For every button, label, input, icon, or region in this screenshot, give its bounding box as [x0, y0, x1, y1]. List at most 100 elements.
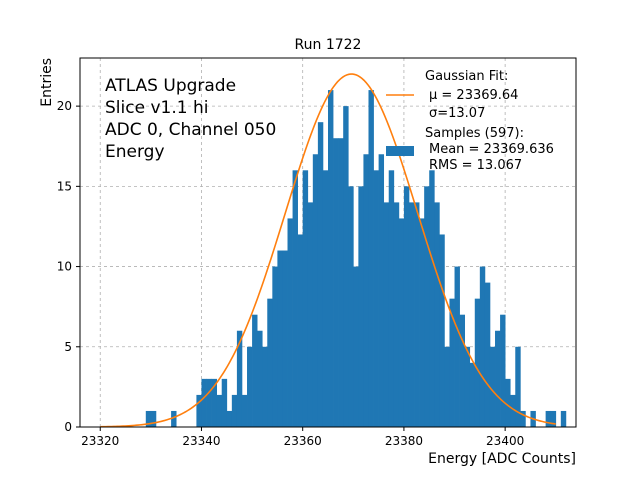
histogram-bar [393, 202, 400, 427]
histogram-bar [479, 266, 486, 427]
x-tick-label-1: 23340 [182, 434, 220, 448]
plot-frame [79, 57, 577, 428]
histogram-bar [307, 202, 314, 427]
histogram-bar [236, 330, 243, 427]
legend-samples-title: Samples (597): [425, 126, 524, 141]
histogram-bar [500, 314, 506, 427]
histogram-bar [216, 394, 223, 427]
histogram-bar [145, 410, 152, 427]
histogram-bar [505, 378, 511, 427]
histogram-bar [403, 186, 410, 427]
histogram-bar [368, 90, 374, 427]
histogram-bar [545, 410, 552, 427]
histogram-bar [171, 410, 177, 427]
histogram-bar [560, 410, 567, 427]
x-tick-label-0: 23320 [81, 434, 119, 448]
histogram-bar [388, 170, 395, 427]
histogram-bar [322, 170, 329, 427]
histogram-bar [419, 218, 425, 427]
legend-fit-title: Gaussian Fit: [425, 69, 508, 84]
histogram-bar [429, 170, 435, 427]
histogram-bar [474, 298, 481, 427]
histogram-bar [292, 170, 298, 427]
legend: Gaussian Fit: μ = 23369.64 σ=13.07 Sampl… [386, 69, 554, 173]
legend-fit-sigma: σ=13.07 [429, 106, 485, 121]
histogram-bar [348, 186, 354, 427]
histogram-bar [464, 346, 471, 427]
x-axis-ticks: 23320 23340 23360 23380 23400 [81, 427, 524, 448]
histogram-bar [277, 250, 283, 427]
histogram-bar [439, 234, 445, 427]
histogram-bar [201, 378, 207, 427]
histogram-bar [434, 202, 440, 427]
histogram-bar [302, 170, 309, 427]
histogram-bar [252, 314, 258, 427]
histogram-bar [211, 378, 218, 427]
y-tick-label-4: 20 [57, 99, 72, 113]
histogram-bar [408, 202, 415, 427]
histogram-bar [231, 394, 238, 427]
y-axis-label: Entries [39, 58, 55, 107]
histogram-bar [267, 298, 273, 427]
histogram-bar [484, 282, 491, 427]
histogram-bar [520, 410, 526, 427]
histogram-bar [459, 314, 466, 427]
histogram-bar [424, 186, 430, 427]
histogram-bar [358, 186, 364, 427]
legend-bar-swatch [386, 146, 414, 156]
histogram-bar [515, 346, 521, 427]
y-tick-label-3: 15 [57, 179, 72, 193]
legend-samples-rms: RMS = 13.067 [429, 158, 522, 173]
histogram-bar [328, 90, 334, 427]
histogram-bar [317, 122, 324, 427]
histogram-bar [373, 170, 379, 427]
legend-samples-mean: Mean = 23369.636 [429, 142, 554, 157]
histogram-bar [550, 410, 557, 427]
y-axis-ticks: 0 5 10 15 20 [57, 99, 80, 434]
histogram-bar [444, 346, 450, 427]
histogram-bar [312, 154, 319, 427]
histogram-bar [247, 346, 253, 427]
histogram-bar [196, 394, 202, 427]
annotation-line-4: Energy [105, 142, 165, 162]
histogram-bar [363, 154, 369, 427]
annotation-line-2: Slice v1.1 hi [105, 98, 208, 118]
histogram-bar [338, 138, 344, 427]
histogram-bar [398, 218, 405, 427]
histogram-bar [150, 410, 157, 427]
histogram-bar [206, 378, 212, 427]
annotation-line-1: ATLAS Upgrade [105, 76, 236, 96]
histogram-bar [353, 266, 359, 427]
histogram-bar [282, 250, 288, 427]
histogram-bar [262, 346, 268, 427]
gaussian-fit [100, 73, 556, 428]
histogram-bar [257, 330, 263, 427]
histogram-bar [469, 362, 476, 427]
histogram-bar [489, 346, 496, 427]
histogram-bar [495, 330, 501, 427]
histogram-bar [510, 394, 516, 427]
chart-title: Run 1722 [295, 37, 362, 53]
histogram-bar [449, 298, 455, 427]
histogram-bar [272, 266, 278, 427]
y-tick-label-2: 10 [57, 260, 72, 274]
y-tick-label-0: 0 [64, 420, 72, 434]
gaussian-fit-line [100, 73, 556, 428]
histogram-bars [145, 90, 567, 427]
histogram-bar [297, 234, 304, 427]
histogram-bar [383, 202, 390, 427]
legend-fit-mu: μ = 23369.64 [429, 88, 518, 103]
histogram-bar [414, 202, 420, 427]
histogram-bar [343, 106, 349, 427]
histogram-bar [287, 218, 293, 427]
histogram-bar [454, 266, 460, 427]
y-tick-label-1: 5 [64, 340, 72, 354]
histogram-bar [241, 394, 248, 427]
annotation-line-3: ADC 0, Channel 050 [105, 120, 276, 140]
histogram-bar [226, 410, 233, 427]
annotation-block: ATLAS Upgrade Slice v1.1 hi ADC 0, Chann… [105, 76, 276, 162]
x-axis-label: Energy [ADC Counts] [428, 451, 576, 467]
histogram-bar [221, 378, 228, 427]
x-tick-label-2: 23360 [284, 434, 322, 448]
